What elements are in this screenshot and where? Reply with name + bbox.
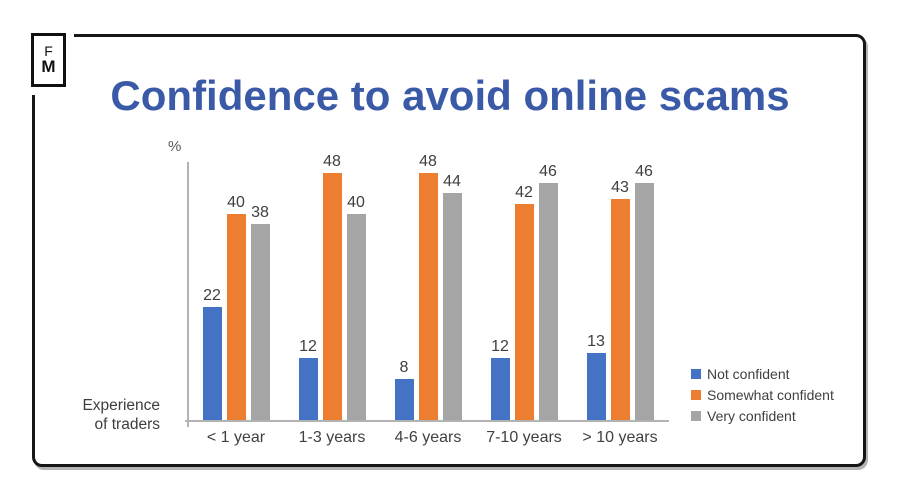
bar-value-label: 40 — [347, 194, 365, 211]
legend: Not confident Somewhat confident Very conf… — [691, 366, 834, 424]
legend-swatch — [691, 369, 701, 380]
legend-label: Somewhat confident — [707, 387, 834, 404]
bar-column: 48 — [322, 153, 342, 420]
bar-group: 13 43 46 > 10 years — [582, 163, 657, 447]
y-axis-line — [187, 162, 189, 420]
category-label: < 1 year — [206, 429, 266, 446]
x-axis-line — [185, 420, 669, 422]
x-axis-title-line2: of traders — [94, 416, 160, 434]
bar-column: 38 — [250, 204, 270, 420]
bar-group: 12 48 40 1-3 years — [298, 153, 366, 446]
bar-value-label: 46 — [635, 163, 653, 180]
category-label: > 10 years — [582, 429, 658, 446]
bar-column: 46 — [538, 163, 558, 420]
logo-letter-f: F — [44, 43, 53, 60]
bar-value-label: 12 — [491, 338, 509, 355]
bar-value-label: 48 — [323, 153, 341, 170]
chart-title: Confidence to avoid online scams — [110, 72, 790, 119]
legend-swatch — [691, 411, 701, 422]
bar-somewhat-confident — [226, 214, 246, 420]
bar-value-label: 22 — [203, 287, 221, 304]
bar-value-label: 40 — [227, 194, 245, 211]
category-label: 1-3 years — [298, 429, 366, 446]
bar-column: 12 — [490, 338, 510, 420]
bar-very-confident — [634, 183, 654, 420]
bar-very-confident — [250, 224, 270, 420]
legend-label: Very confident — [707, 408, 796, 425]
bar-column: 46 — [634, 163, 654, 420]
logo-letter-m: M — [41, 57, 56, 77]
bar-column: 42 — [514, 184, 534, 420]
bar-value-label: 48 — [419, 153, 437, 170]
legend-swatch — [691, 390, 701, 401]
bar-column: 22 — [202, 287, 222, 420]
bar-very-confident — [346, 214, 366, 420]
fm-logo: F M — [31, 33, 66, 87]
bar-somewhat-confident — [514, 204, 534, 420]
legend-item: Not confident — [691, 366, 834, 382]
bar-value-label: 8 — [399, 359, 409, 376]
bar-groups: 22 40 38 < 1 year 12 48 40 1-3 years 8 48 44 4-6 ye… — [188, 154, 668, 447]
bar-group: 12 42 46 7-10 years — [486, 163, 562, 447]
bar-not-confident — [298, 358, 318, 420]
legend-item: Somewhat confident — [691, 387, 834, 403]
bar-not-confident — [490, 358, 510, 420]
bar-value-label: 13 — [587, 333, 605, 350]
category-label: 4-6 years — [394, 429, 462, 446]
legend-item: Very confident — [691, 408, 834, 424]
bar-somewhat-confident — [418, 173, 438, 420]
bar-column: 43 — [610, 179, 630, 420]
bar-column: 40 — [226, 194, 246, 420]
bar-column: 48 — [418, 153, 438, 420]
x-axis-title-line1: Experience — [82, 397, 160, 414]
bar-value-label: 44 — [443, 173, 461, 190]
bar-not-confident — [586, 353, 606, 420]
bar-column: 40 — [346, 194, 366, 420]
bar-not-confident — [394, 379, 414, 420]
bar-group: 8 48 44 4-6 years — [394, 153, 462, 446]
y-axis-unit-label: % — [168, 138, 182, 155]
bar-very-confident — [442, 193, 462, 420]
bar-value-label: 43 — [611, 179, 629, 196]
bar-group: 22 40 38 < 1 year — [202, 194, 270, 446]
bar-value-label: 12 — [299, 338, 317, 355]
bar-column: 13 — [586, 333, 606, 420]
bar-column: 8 — [394, 359, 414, 420]
bar-column: 44 — [442, 173, 462, 420]
bar-value-label: 46 — [539, 163, 557, 180]
bar-value-label: 42 — [515, 184, 533, 201]
x-axis-tick — [187, 420, 189, 427]
x-axis-title: Experience of traders — [58, 396, 160, 435]
bar-not-confident — [202, 307, 222, 420]
bar-somewhat-confident — [610, 199, 630, 420]
legend-label: Not confident — [707, 366, 790, 382]
category-label: 7-10 years — [486, 429, 562, 446]
bar-column: 12 — [298, 338, 318, 420]
bar-value-label: 38 — [251, 204, 269, 221]
bar-very-confident — [538, 183, 558, 420]
bar-somewhat-confident — [322, 173, 342, 420]
